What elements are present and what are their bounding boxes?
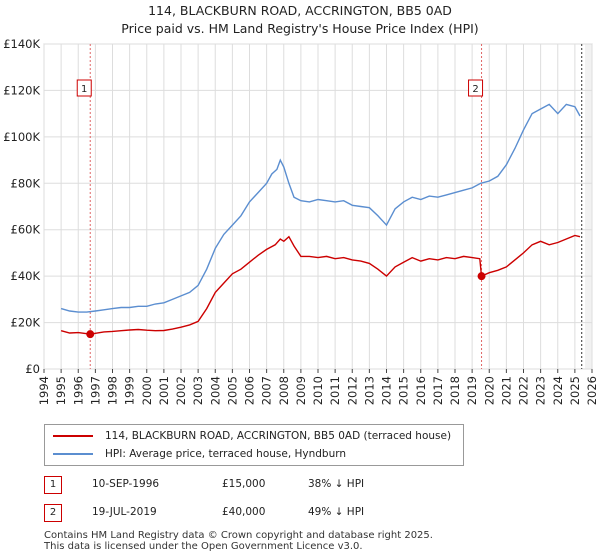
sale-date: 19-JUL-2019 — [92, 506, 157, 518]
grid — [43, 43, 593, 370]
sale-label-box — [76, 79, 92, 97]
future-hatch-region — [585, 44, 592, 369]
x-tick-label: 2016 — [414, 376, 428, 405]
sale-label-text: 2 — [472, 84, 478, 95]
x-axis: 1994 1995 1996 1997 1998 1999 2000 2001 2002 2003… — [37, 369, 599, 405]
x-tick-label: 2005 — [225, 376, 239, 405]
x-tick-label: 1998 — [106, 376, 120, 405]
x-tick-label: 2014 — [380, 376, 394, 405]
y-tick-label: £20K — [11, 316, 41, 330]
y-tick-label: £40K — [11, 269, 41, 283]
x-tick-label: 2017 — [431, 376, 445, 405]
x-tick-label: 2000 — [140, 376, 154, 405]
y-tick-label: £80K — [11, 176, 41, 190]
x-tick-label: 2020 — [482, 376, 496, 405]
sale-label-text: 1 — [81, 84, 87, 95]
x-tick-label: 2019 — [465, 376, 479, 405]
x-tick-label: 1997 — [88, 376, 102, 405]
sale-date: 10-SEP-1996 — [92, 478, 160, 490]
x-tick-label: 2007 — [260, 376, 274, 405]
sale-price: £15,000 — [222, 478, 266, 490]
y-tick-label: £60K — [11, 223, 41, 237]
y-tick-label: £100K — [3, 130, 40, 144]
sale-point — [86, 330, 95, 339]
x-tick-label: 1995 — [54, 376, 68, 405]
x-tick-label: 2013 — [362, 376, 376, 405]
legend-item-property: 114, BLACKBURN ROAD, ACCRINGTON, BB5 0AD… — [53, 428, 451, 444]
x-tick-label: 2015 — [397, 376, 411, 405]
x-tick-label: 2018 — [448, 376, 462, 405]
legend-swatch-property — [53, 435, 93, 437]
legend: 114, BLACKBURN ROAD, ACCRINGTON, BB5 0AD… — [44, 424, 464, 466]
x-tick-label: 2001 — [157, 376, 171, 405]
series-line-hpi — [60, 103, 581, 313]
footer-line-1: Contains HM Land Registry data © Crown c… — [44, 530, 433, 541]
x-tick-label: 2008 — [277, 376, 291, 405]
x-tick-label: 1994 — [37, 376, 51, 405]
title-line-2: Price paid vs. HM Land Registry's House … — [121, 21, 479, 36]
legend-label-hpi: HPI: Average price, terraced house, Hynd… — [105, 448, 347, 460]
x-tick-label: 2024 — [551, 376, 565, 405]
x-tick-label: 2004 — [208, 376, 222, 405]
chart-title: 114, BLACKBURN ROAD, ACCRINGTON, BB5 0AD… — [0, 2, 600, 38]
y-tick-label: £0 — [25, 362, 40, 376]
x-tick-label: 2022 — [517, 376, 531, 405]
legend-item-hpi: HPI: Average price, terraced house, Hynd… — [53, 446, 346, 462]
x-tick-label: 2002 — [174, 376, 188, 405]
legend-label-property: 114, BLACKBURN ROAD, ACCRINGTON, BB5 0AD… — [105, 430, 452, 442]
x-tick-label: 2026 — [585, 376, 599, 405]
x-tick-label: 1999 — [123, 376, 137, 405]
sale-point — [477, 272, 486, 281]
x-tick-label: 2010 — [311, 376, 325, 405]
x-tick-label: 2023 — [534, 376, 548, 405]
title-line-1: 114, BLACKBURN ROAD, ACCRINGTON, BB5 0AD — [148, 3, 452, 18]
sale-label-box — [468, 79, 484, 97]
x-tick-label: 2003 — [191, 376, 205, 405]
legend-swatch-hpi — [53, 453, 93, 455]
y-tick-label: £120K — [3, 83, 40, 97]
x-tick-label: 2006 — [243, 376, 257, 405]
sale-number-badge: 2 — [44, 504, 62, 522]
sale-hpi-diff: 49% ↓ HPI — [308, 506, 365, 518]
sale-price: £40,000 — [222, 506, 266, 518]
x-tick-label: 1996 — [71, 376, 85, 405]
y-tick-label: £140K — [3, 37, 40, 51]
x-tick-label: 2012 — [345, 376, 359, 405]
y-axis: £0 £20K £40K £60K £80K £100K £120K £140K — [3, 37, 40, 376]
footer-line-2: This data is licensed under the Open Gov… — [44, 541, 363, 552]
x-tick-label: 2025 — [568, 376, 582, 405]
series-line-property — [60, 234, 581, 335]
x-tick-label: 2009 — [294, 376, 308, 405]
x-tick-label: 2011 — [328, 376, 342, 405]
x-tick-label: 2021 — [499, 376, 513, 405]
sale-hpi-diff: 38% ↓ HPI — [308, 478, 365, 490]
sale-number-badge: 1 — [44, 476, 62, 494]
footer: Contains HM Land Registry data © Crown c… — [44, 530, 433, 552]
